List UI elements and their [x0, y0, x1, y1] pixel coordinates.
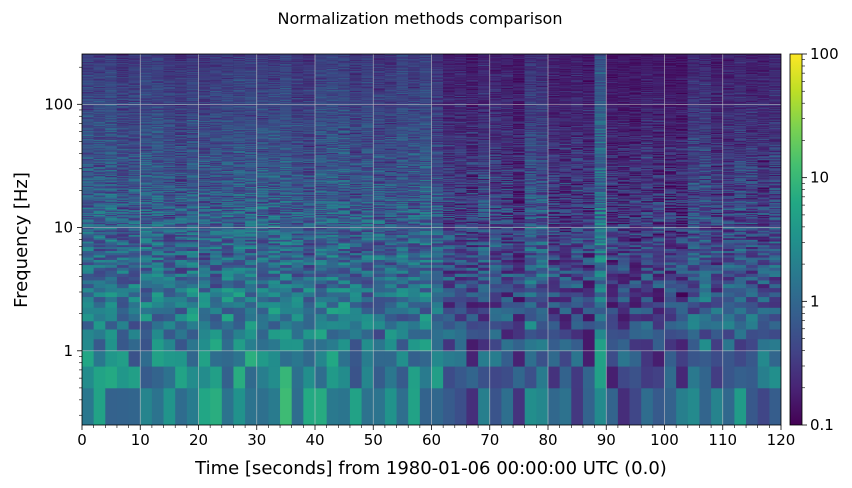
- heatmap-cell: [117, 260, 129, 263]
- heatmap-cell: [117, 314, 129, 322]
- heatmap-cell: [94, 351, 106, 367]
- heatmap-cell: [94, 277, 106, 281]
- heatmap-cell: [105, 270, 117, 273]
- heatmap-cell: [105, 366, 117, 388]
- heatmap-cell: [105, 339, 117, 351]
- heatmap-cell: [82, 288, 94, 293]
- heatmap-cell: [82, 267, 94, 270]
- heatmap-cell: [117, 288, 129, 293]
- heatmap-cell: [117, 265, 129, 268]
- heatmap-cell: [105, 297, 117, 303]
- heatmap-cell: [105, 288, 117, 293]
- heatmap-cell: [105, 321, 117, 330]
- heatmap-cell: [94, 265, 106, 268]
- heatmap-cell: [82, 307, 94, 314]
- heatmap-cell: [82, 265, 94, 268]
- heatmap-cell: [94, 307, 106, 314]
- heatmap-cell: [82, 388, 94, 426]
- heatmap-cell: [117, 388, 129, 426]
- heatmap-cell: [105, 265, 117, 268]
- heatmap-cell: [105, 314, 117, 322]
- heatmap-cell: [82, 255, 94, 258]
- heatmap-cell: [82, 297, 94, 303]
- heatmap-cell: [94, 366, 106, 388]
- heatmap-cell: [105, 260, 117, 263]
- heatmap-cell: [117, 262, 129, 265]
- heatmap-cell: [94, 284, 106, 288]
- heatmap-cell: [105, 388, 117, 426]
- heatmap-cell: [105, 267, 117, 270]
- heatmap-cell: [105, 307, 117, 314]
- heatmap-cell: [117, 277, 129, 281]
- heatmap-cell: [82, 262, 94, 265]
- heatmap-cell: [94, 260, 106, 263]
- heatmap-cell: [94, 270, 106, 273]
- heatmap-cell: [94, 329, 106, 339]
- heatmap-cell: [82, 329, 94, 339]
- heatmap-cell: [105, 280, 117, 284]
- heatmap-cell: [105, 329, 117, 339]
- heatmap-cell: [82, 292, 94, 297]
- heatmap-cell: [117, 351, 129, 367]
- heatmap-cell: [82, 366, 94, 388]
- heatmap-cell: [105, 351, 117, 367]
- heatmap-cell: [94, 262, 106, 265]
- heatmap-cell: [105, 262, 117, 265]
- heatmap-cell: [82, 280, 94, 284]
- heatmap-cell: [117, 366, 129, 388]
- heatmap-cell: [117, 302, 129, 308]
- heatmap-cell: [82, 302, 94, 308]
- heatmap-cell: [105, 302, 117, 308]
- heatmap-cell: [105, 257, 117, 260]
- heatmap-cell: [82, 351, 94, 367]
- heatmap-cell: [117, 273, 129, 277]
- heatmap-cell: [117, 255, 129, 258]
- heatmap-cell: [82, 270, 94, 273]
- heatmap-cell: [82, 260, 94, 263]
- heatmap-cell: [117, 284, 129, 288]
- heatmap-cell: [105, 255, 117, 258]
- heatmap-cell: [82, 284, 94, 288]
- heatmap-cell: [82, 257, 94, 260]
- heatmap-cell: [117, 297, 129, 303]
- spectrogram-plot-area: [82, 54, 781, 425]
- heatmap-cell: [94, 302, 106, 308]
- heatmap-cell: [82, 277, 94, 281]
- heatmap-cell: [117, 280, 129, 284]
- heatmap-cell: [117, 339, 129, 351]
- heatmap-cell: [94, 388, 106, 426]
- heatmap-cell: [105, 292, 117, 297]
- heatmap-cell: [82, 314, 94, 322]
- chart-title: Normalization methods comparison: [278, 9, 563, 28]
- heatmap-cell: [94, 297, 106, 303]
- heatmap-cell: [94, 292, 106, 297]
- heatmap-cell: [117, 292, 129, 297]
- heatmap-cell: [94, 280, 106, 284]
- heatmap-cell: [94, 339, 106, 351]
- heatmap-cell: [94, 267, 106, 270]
- heatmap-cell: [105, 277, 117, 281]
- heatmap-cell: [94, 321, 106, 330]
- heatmap-cell: [82, 273, 94, 277]
- heatmap-cell: [94, 273, 106, 277]
- heatmap-cell: [117, 270, 129, 273]
- heatmap-cell: [117, 257, 129, 260]
- heatmap-cell: [94, 255, 106, 258]
- heatmap-cell: [94, 314, 106, 322]
- heatmap-cell: [105, 284, 117, 288]
- heatmap-cell: [94, 288, 106, 293]
- heatmap-cell: [117, 267, 129, 270]
- heatmap-cell: [82, 321, 94, 330]
- heatmap-cell: [105, 273, 117, 277]
- heatmap-cell: [82, 339, 94, 351]
- heatmap-cell: [117, 321, 129, 330]
- heatmap-cell: [117, 329, 129, 339]
- heatmap-cell: [94, 257, 106, 260]
- heatmap-cell: [117, 307, 129, 314]
